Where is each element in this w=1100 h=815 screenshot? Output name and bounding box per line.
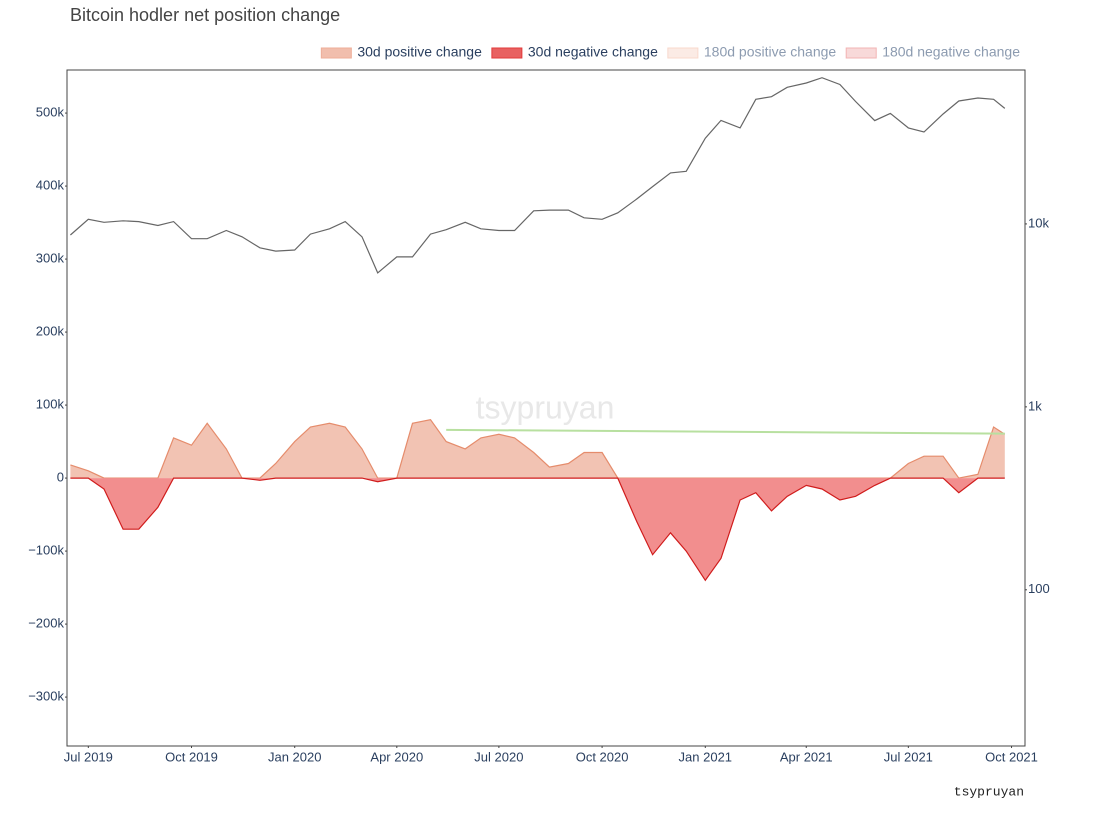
legend-label: 30d negative change bbox=[528, 44, 658, 60]
legend-label: 30d positive change bbox=[357, 44, 482, 60]
y-tick-label: 500k bbox=[36, 105, 65, 120]
x-tick-label: Jan 2021 bbox=[679, 749, 733, 764]
x-tick-label: Jul 2021 bbox=[884, 749, 933, 764]
legend-swatch bbox=[320, 47, 352, 59]
legend-swatch bbox=[845, 47, 877, 59]
y-tick-label: −100k bbox=[28, 543, 64, 558]
plot-frame bbox=[66, 69, 1026, 747]
x-tick-label: Oct 2021 bbox=[985, 749, 1038, 764]
x-tick-label: Apr 2021 bbox=[780, 749, 833, 764]
legend-swatch bbox=[491, 47, 523, 59]
x-tick-label: Apr 2020 bbox=[370, 749, 423, 764]
y-tick-label: −300k bbox=[28, 689, 64, 704]
x-tick-label: Jul 2020 bbox=[474, 749, 523, 764]
y2-tick-label: 100 bbox=[1028, 581, 1050, 596]
legend-swatch bbox=[667, 47, 699, 59]
x-tick-label: Jan 2020 bbox=[268, 749, 322, 764]
area-fill bbox=[70, 478, 1005, 581]
y-tick-label: 100k bbox=[36, 397, 65, 412]
price-line bbox=[70, 77, 1006, 274]
x-tick-label: Oct 2020 bbox=[576, 749, 629, 764]
y-tick-label: 200k bbox=[36, 324, 65, 339]
x-tick-label: Jul 2019 bbox=[64, 749, 113, 764]
y2-tick-label: 1k bbox=[1028, 398, 1042, 413]
trend-line bbox=[446, 428, 1005, 435]
negative-line bbox=[70, 477, 1005, 582]
x-tick-label: Oct 2019 bbox=[165, 749, 218, 764]
watermark: tsypruyan bbox=[476, 389, 615, 425]
area-fill bbox=[70, 419, 1005, 479]
y-tick-label: 0 bbox=[57, 470, 64, 485]
y-tick-label: 400k bbox=[36, 178, 65, 193]
y-tick-label: 300k bbox=[36, 251, 65, 266]
y2-tick-label: 10k bbox=[1028, 215, 1049, 230]
y-tick-label: −200k bbox=[28, 616, 64, 631]
credit: tsypruyan bbox=[954, 784, 1024, 799]
legend-label: 180d positive change bbox=[704, 44, 837, 60]
legend-label: 180d negative change bbox=[882, 44, 1020, 60]
chart-title: Bitcoin hodler net position change bbox=[70, 5, 340, 25]
